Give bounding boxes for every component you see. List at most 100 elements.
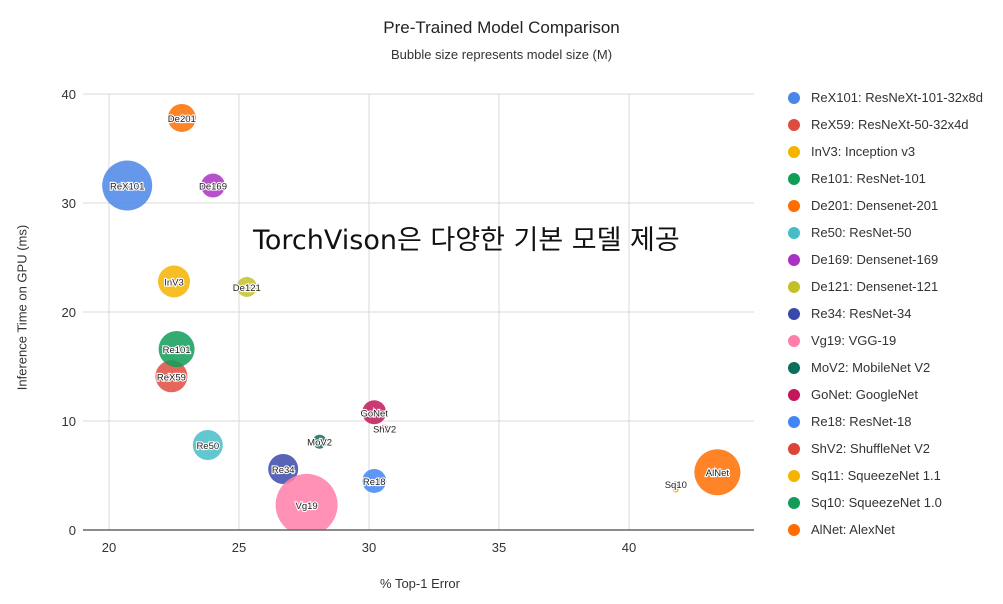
x-tick-label: 40 bbox=[622, 540, 636, 555]
legend-color-swatch bbox=[788, 523, 800, 536]
bubble-re34[interactable] bbox=[268, 453, 299, 484]
legend-item-sq10[interactable]: Sq10: SqueezeNet 1.0 bbox=[788, 489, 983, 516]
legend-label: ReX59: ResNeXt-50-32x4d bbox=[811, 117, 969, 132]
bubble-de201[interactable] bbox=[167, 103, 196, 132]
legend-color-swatch bbox=[788, 415, 800, 428]
legend-item-re18[interactable]: Re18: ResNet-18 bbox=[788, 408, 983, 435]
legend-color-swatch bbox=[788, 199, 800, 212]
x-tick-label: 25 bbox=[232, 540, 246, 555]
legend-label: ShV2: ShuffleNet V2 bbox=[811, 441, 931, 456]
chart-title: Pre-Trained Model Comparison bbox=[383, 18, 620, 37]
legend-label: ReX101: ResNeXt-101-32x8d bbox=[811, 90, 983, 105]
x-tick-label: 35 bbox=[492, 540, 506, 555]
bubble-label-gonet: GoNet bbox=[360, 408, 388, 419]
legend-label: Sq11: SqueezeNet 1.1 bbox=[811, 468, 941, 483]
legend-item-re50[interactable]: Re50: ResNet-50 bbox=[788, 219, 983, 246]
bubble-rex101[interactable] bbox=[102, 160, 153, 211]
legend-color-swatch bbox=[788, 334, 800, 347]
bubble-gonet[interactable] bbox=[362, 400, 387, 425]
bubble-label-shv2: ShV2 bbox=[373, 425, 396, 436]
bubble-label-re50: Re50 bbox=[196, 441, 219, 452]
legend-color-swatch bbox=[788, 496, 800, 509]
bubble-label-re101: Re101 bbox=[163, 345, 191, 356]
x-tick-label: 20 bbox=[102, 540, 116, 555]
bubble-label-re34: Re34 bbox=[272, 465, 295, 476]
legend-color-swatch bbox=[788, 442, 800, 455]
legend-label: Sq10: SqueezeNet 1.0 bbox=[811, 495, 942, 510]
bubble-alnet[interactable] bbox=[694, 449, 741, 496]
legend-label: De201: Densenet-201 bbox=[811, 198, 939, 213]
legend-color-swatch bbox=[788, 307, 800, 320]
legend-item-inv3[interactable]: InV3: Inception v3 bbox=[788, 138, 983, 165]
bubble-de121[interactable] bbox=[236, 276, 257, 297]
x-tick-label: 30 bbox=[362, 540, 376, 555]
legend-label: MoV2: MobileNet V2 bbox=[811, 360, 931, 375]
bubbles-group: ReX101 ReX59 InV3 Re101 De201 Re50 De169 De121 R… bbox=[102, 103, 741, 536]
bubble-label-rex101: ReX101 bbox=[110, 182, 144, 193]
bubble-mov2[interactable] bbox=[312, 434, 327, 449]
bubble-re18[interactable] bbox=[362, 468, 387, 493]
legend-item-rex59[interactable]: ReX59: ResNeXt-50-32x4d bbox=[788, 111, 983, 138]
bubble-label-mov2: MoV2 bbox=[307, 438, 332, 449]
bubble-label-rex59: ReX59 bbox=[157, 372, 186, 383]
legend-item-gonet[interactable]: GoNet: GoogleNet bbox=[788, 381, 983, 408]
bubble-label-vg19: Vg19 bbox=[296, 501, 318, 512]
legend-item-vg19[interactable]: Vg19: VGG-19 bbox=[788, 327, 983, 354]
legend-label: Re34: ResNet-34 bbox=[811, 306, 912, 321]
y-tick-label: 30 bbox=[62, 196, 76, 211]
legend-item-rex101[interactable]: ReX101: ResNeXt-101-32x8d bbox=[788, 84, 983, 111]
bubble-de169[interactable] bbox=[201, 173, 225, 198]
legend-color-swatch bbox=[788, 118, 800, 131]
legend-color-swatch bbox=[788, 280, 800, 293]
legend-label: GoNet: GoogleNet bbox=[811, 387, 918, 402]
legend-item-de201[interactable]: De201: Densenet-201 bbox=[788, 192, 983, 219]
bubble-label-alnet: AlNet bbox=[706, 468, 730, 479]
y-tick-label: 10 bbox=[62, 414, 76, 429]
bubble-vg19[interactable] bbox=[275, 473, 338, 536]
legend-item-mov2[interactable]: MoV2: MobileNet V2 bbox=[788, 354, 983, 381]
y-tick-label: 40 bbox=[62, 87, 76, 102]
legend-color-swatch bbox=[788, 388, 800, 401]
legend-label: Re18: ResNet-18 bbox=[811, 414, 912, 429]
bubble-sq11[interactable] bbox=[672, 486, 679, 493]
legend-item-de121[interactable]: De121: Densenet-121 bbox=[788, 273, 983, 300]
legend-item-alnet[interactable]: AlNet: AlexNet bbox=[788, 516, 983, 543]
bubble-re101[interactable] bbox=[158, 331, 195, 368]
legend-color-swatch bbox=[788, 91, 800, 104]
legend-item-shv2[interactable]: ShV2: ShuffleNet V2 bbox=[788, 435, 983, 462]
bubble-label-re18: Re18 bbox=[363, 477, 386, 488]
legend-label: De121: Densenet-121 bbox=[811, 279, 939, 294]
legend-label: De169: Densenet-169 bbox=[811, 252, 939, 267]
legend-item-re34[interactable]: Re34: ResNet-34 bbox=[788, 300, 983, 327]
bubble-label-de169: De169 bbox=[199, 182, 227, 193]
legend-label: Re101: ResNet-101 bbox=[811, 171, 926, 186]
annotation-overlay-text: TorchVison은 다양한 기본 모델 제공 bbox=[253, 225, 680, 256]
legend-item-sq11[interactable]: Sq11: SqueezeNet 1.1 bbox=[788, 462, 983, 489]
legend-color-swatch bbox=[788, 253, 800, 266]
y-tick-label: 20 bbox=[62, 305, 76, 320]
chart-legend: ReX101: ResNeXt-101-32x8d ReX59: ResNeXt-… bbox=[788, 84, 983, 543]
legend-label: Vg19: VGG-19 bbox=[811, 333, 897, 348]
legend-label: AlNet: AlexNet bbox=[811, 522, 895, 537]
bubble-inv3[interactable] bbox=[158, 265, 190, 298]
bubble-label-de201: De201 bbox=[168, 114, 196, 125]
bubble-label-inv3: InV3 bbox=[164, 277, 184, 288]
bubble-shv2[interactable] bbox=[380, 424, 389, 433]
bubble-sq10[interactable] bbox=[672, 481, 679, 488]
legend-label: Re50: ResNet-50 bbox=[811, 225, 912, 240]
legend-color-swatch bbox=[788, 226, 800, 239]
bubble-label-de121: De121 bbox=[233, 283, 261, 294]
legend-item-re101[interactable]: Re101: ResNet-101 bbox=[788, 165, 983, 192]
y-axis-title: Inference Time on GPU (ms) bbox=[14, 224, 30, 391]
bubble-label-sq10: Sq10 bbox=[665, 480, 687, 491]
y-tick-label: 0 bbox=[69, 523, 76, 538]
bubble-rex59[interactable] bbox=[155, 360, 188, 393]
legend-label: InV3: Inception v3 bbox=[811, 144, 916, 159]
legend-color-swatch bbox=[788, 172, 800, 185]
bubble-re50[interactable] bbox=[192, 429, 223, 460]
legend-color-swatch bbox=[788, 469, 800, 482]
legend-color-swatch bbox=[788, 145, 800, 158]
x-axis-title: % Top-1 Error bbox=[380, 576, 460, 591]
legend-item-de169[interactable]: De169: Densenet-169 bbox=[788, 246, 983, 273]
